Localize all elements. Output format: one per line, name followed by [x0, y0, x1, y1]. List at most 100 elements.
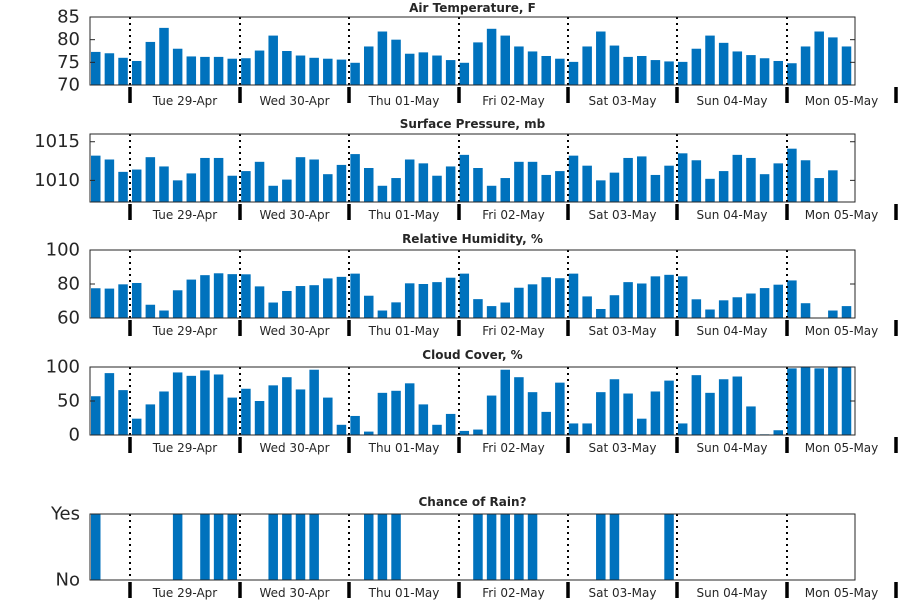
x-tick-label: Sun 04-May — [696, 324, 767, 338]
bar — [459, 430, 470, 435]
bar — [473, 429, 483, 435]
bar — [500, 514, 510, 580]
chart-title: Chance of Rain? — [418, 495, 526, 509]
bar — [432, 282, 442, 318]
x-tick-label: Sat 03-May — [589, 586, 657, 600]
bar — [241, 274, 251, 318]
bar — [473, 514, 483, 580]
bar — [118, 171, 128, 202]
bar — [705, 178, 715, 202]
bar — [596, 308, 606, 318]
bar — [323, 58, 333, 85]
bar — [500, 369, 510, 435]
bar — [473, 299, 483, 318]
bar — [172, 48, 183, 85]
bar — [282, 179, 292, 202]
bar — [336, 276, 347, 318]
bar — [377, 514, 388, 580]
x-tick-label: Fri 02-May — [482, 441, 545, 455]
bar — [787, 368, 797, 435]
bar — [609, 295, 620, 318]
bar — [391, 302, 401, 318]
bar — [268, 185, 278, 202]
bar — [650, 391, 661, 435]
bar — [664, 274, 674, 318]
bar — [118, 390, 128, 435]
axes-box — [89, 133, 856, 203]
bar — [664, 165, 674, 202]
bar — [445, 413, 456, 435]
bar — [445, 277, 456, 318]
bar — [650, 60, 661, 85]
bar — [514, 377, 524, 435]
bar — [254, 50, 265, 85]
bar — [746, 406, 756, 435]
bar — [459, 62, 470, 85]
bar — [172, 180, 183, 202]
bar — [787, 63, 797, 85]
bar — [828, 310, 838, 318]
bar — [241, 171, 251, 202]
bar — [145, 304, 156, 318]
y-tick-label: 1015 — [34, 131, 80, 152]
bar — [609, 379, 620, 435]
x-tick-label: Sat 03-May — [589, 324, 657, 338]
bar — [336, 164, 347, 202]
bar — [527, 514, 538, 580]
bar — [650, 276, 661, 318]
bar — [159, 166, 169, 202]
bar — [677, 153, 688, 202]
bar — [323, 397, 333, 435]
x-tick-label: Tue 29-Apr — [152, 441, 217, 455]
bar — [732, 154, 743, 202]
axes-box — [89, 16, 856, 86]
bar — [241, 58, 251, 85]
bar — [677, 423, 688, 435]
bar — [773, 163, 783, 202]
bar — [445, 166, 456, 202]
bar — [213, 157, 224, 202]
x-tick-label: Sat 03-May — [589, 441, 657, 455]
x-tick-label: Wed 30-Apr — [259, 94, 329, 108]
x-tick-label: Sun 04-May — [696, 586, 767, 600]
bar — [91, 288, 101, 318]
bar — [568, 273, 579, 318]
bar — [691, 160, 702, 202]
bar — [309, 285, 319, 318]
bar — [91, 514, 101, 580]
bar — [473, 168, 483, 202]
bar — [91, 155, 101, 202]
bar — [227, 397, 237, 435]
bar — [186, 173, 197, 202]
y-tick-label: 85 — [57, 7, 80, 28]
y-tick-label: 60 — [57, 308, 80, 329]
bar — [527, 284, 538, 318]
bar — [568, 61, 579, 85]
axes-box — [89, 513, 856, 581]
bar — [623, 157, 633, 202]
bar — [664, 514, 674, 580]
bar — [773, 60, 783, 85]
y-tick-label: 75 — [57, 52, 80, 73]
bar — [841, 306, 852, 318]
bar — [309, 369, 319, 435]
bar — [800, 303, 811, 318]
bar — [486, 395, 497, 435]
x-tick-label: Mon 05-May — [805, 324, 879, 338]
bar — [541, 174, 551, 202]
bar — [609, 45, 620, 85]
bar — [568, 155, 579, 202]
y-tick-label: Yes — [50, 504, 80, 525]
bar — [145, 157, 156, 202]
bar — [364, 295, 374, 318]
chart-title: Surface Pressure, mb — [400, 117, 546, 131]
bar — [404, 283, 415, 318]
chart-panel-3: 60 80 100 Tue 29-Apr Wed 30-Apr Thu 01-May Fri… — [46, 232, 898, 338]
y-tick-label: 80 — [57, 29, 80, 50]
bar — [131, 169, 142, 202]
x-tick-label: Tue 29-Apr — [152, 586, 217, 600]
y-tick-label: No — [56, 570, 80, 591]
bar — [732, 376, 743, 435]
chart-panel-2: 1010 1015 Tue 29-Apr Wed 30-Apr Thu 01-May Fr… — [34, 117, 898, 222]
